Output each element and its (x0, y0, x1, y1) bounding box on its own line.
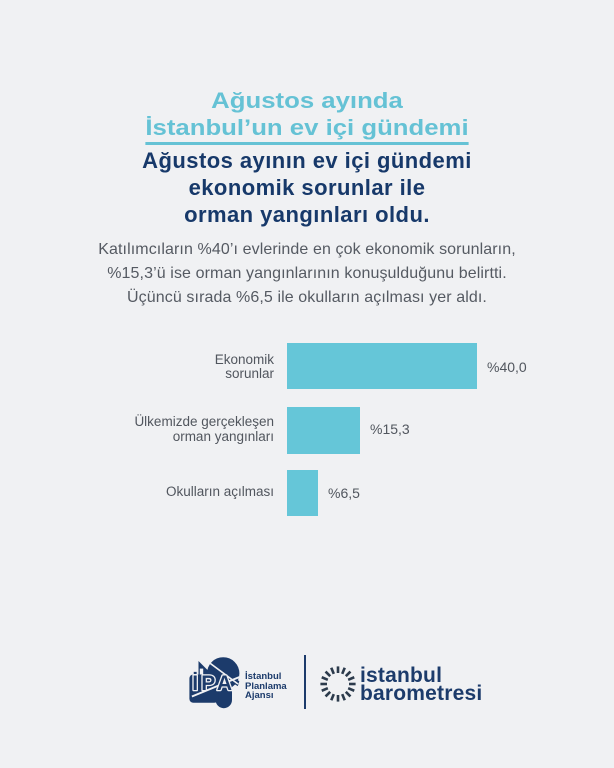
svg-text:İPA: İPA (192, 672, 235, 695)
